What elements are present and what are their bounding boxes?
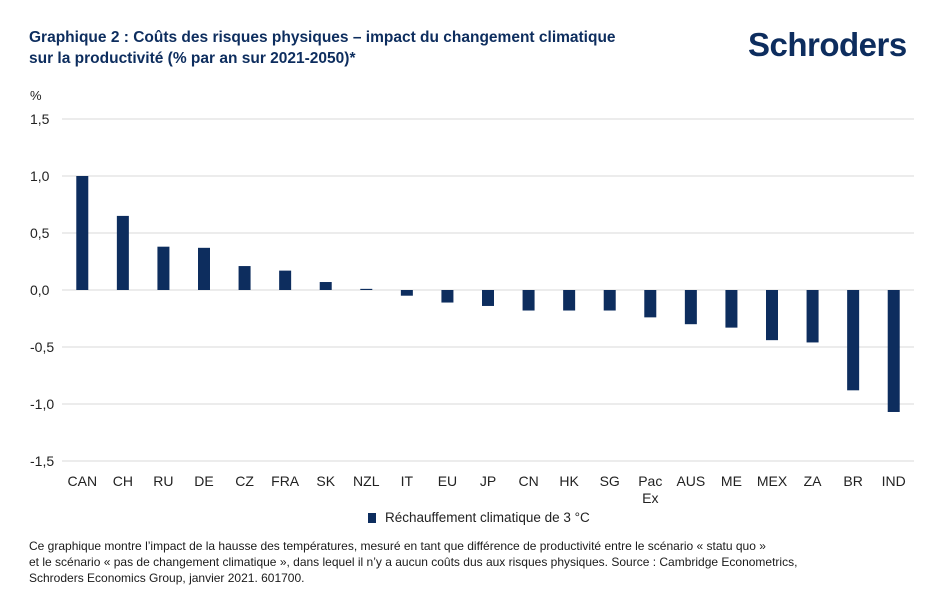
bar [157,246,170,290]
y-tick-label: -1,5 [30,453,54,469]
bar [644,290,657,318]
x-tick-label: SK [316,473,335,489]
x-tick-label: EU [438,473,457,489]
chart-title: Graphique 2 : Coûts des risques physique… [29,27,709,69]
x-tick-label: Pac Ex [638,473,662,506]
y-tick-label: 0,0 [30,282,50,298]
bar [360,288,373,290]
x-tick-label: CZ [235,473,254,489]
y-tick-label: 0,5 [30,225,50,241]
x-tick-label: CN [518,473,538,489]
bar [806,290,819,343]
chart-legend: Réchauffement climatique de 3 °C [368,510,590,525]
x-tick-label: NZL [353,473,380,489]
bar [238,266,251,290]
x-tick-label: MEX [757,473,788,489]
legend-label: Réchauffement climatique de 3 °C [385,510,590,525]
y-tick-label: 1,5 [30,111,50,127]
bar [400,290,413,296]
footnote-line3: Schroders Economics Group, janvier 2021.… [29,571,305,585]
bar [279,270,292,290]
footnote-line1: Ce graphique montre l’impact de la hauss… [29,539,766,553]
footnote-line2: et le scénario « pas de changement clima… [29,555,798,569]
bar [847,290,860,391]
x-tick-label: HK [559,473,579,489]
x-tick-label: ME [721,473,742,489]
bar [603,290,616,311]
x-tick-label: FRA [271,473,300,489]
y-axis-unit-label: % [30,88,42,103]
x-tick-label: BR [843,473,862,489]
legend-swatch [368,512,376,523]
bar [725,290,738,328]
y-tick-label: -1,0 [30,396,54,412]
x-tick-label: CH [113,473,133,489]
bar [76,176,89,290]
x-tick-label: IT [401,473,414,489]
schroders-logo: Schroders [748,26,907,63]
bar [563,290,576,311]
x-tick-label: IND [882,473,906,489]
bar [482,290,494,306]
chart-title-line2: sur la productivité (% par an sur 2021-2… [29,50,356,67]
bar [441,290,454,303]
bar [522,290,535,311]
bar [887,290,900,412]
bar [319,282,332,290]
x-tick-label: JP [480,473,496,489]
y-tick-label: -0,5 [30,339,54,355]
bar [766,290,778,341]
x-tick-label: CAN [68,473,98,489]
bar [198,247,210,290]
footnote: Ce graphique montre l’impact de la hauss… [29,538,929,586]
x-tick-label: DE [194,473,213,489]
y-tick-label: 1,0 [30,168,50,184]
bar [116,215,129,290]
chart-title-line1: Graphique 2 : Coûts des risques physique… [29,29,616,46]
bar [684,290,697,325]
x-tick-label: ZA [804,473,823,489]
x-tick-label: RU [153,473,173,489]
x-tick-label: AUS [676,473,705,489]
x-tick-label: SG [600,473,620,489]
